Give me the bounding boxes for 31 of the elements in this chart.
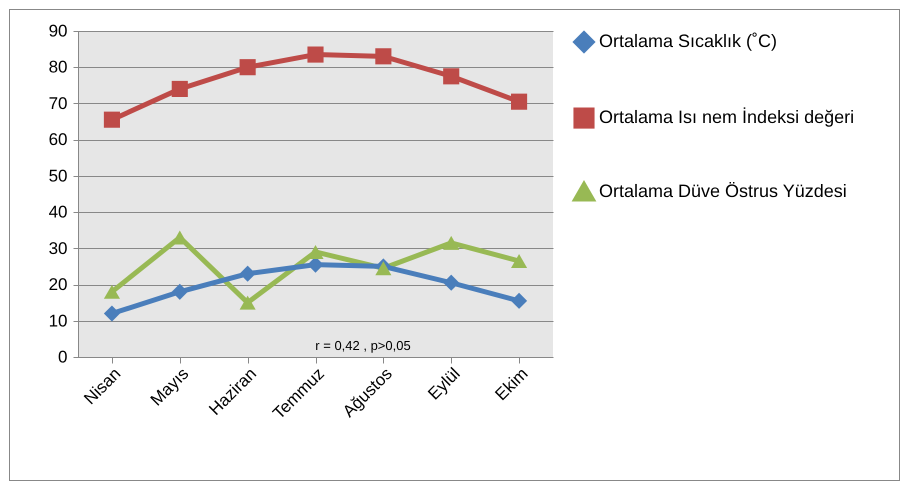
point — [104, 284, 120, 299]
y-tick-label: 30 — [48, 238, 68, 258]
point — [511, 292, 528, 309]
legend-label: Ortalama Sıcaklık (˚C) — [599, 31, 778, 51]
y-tick-label: 70 — [48, 94, 68, 113]
legend-label: Ortalama Düve Östrus Yüzdesi — [599, 181, 847, 201]
y-tick-label: 50 — [48, 166, 68, 186]
y-tick-label: 10 — [48, 311, 68, 330]
y-tick-label: 0 — [58, 348, 68, 366]
point — [104, 305, 120, 322]
y-tick-label: 60 — [48, 130, 68, 150]
point — [240, 296, 256, 310]
legend-label: Ortalama Isı nem İndeksi değeri — [599, 107, 854, 127]
point — [511, 254, 528, 268]
y-tick-label: 40 — [48, 202, 68, 222]
point — [172, 80, 188, 98]
point — [307, 46, 324, 63]
point — [172, 284, 188, 300]
point — [104, 112, 120, 128]
point — [443, 274, 460, 291]
point — [375, 48, 392, 64]
annotation: r = 0,42 , p>0,05 — [315, 338, 411, 353]
point — [511, 94, 528, 110]
point — [443, 68, 460, 84]
point — [443, 236, 460, 250]
point — [240, 266, 256, 282]
point — [375, 261, 392, 276]
y-tick-label: 80 — [48, 58, 68, 77]
y-tick-label: 20 — [48, 275, 68, 294]
point — [240, 59, 256, 76]
y-tick-label: 90 — [48, 22, 68, 40]
